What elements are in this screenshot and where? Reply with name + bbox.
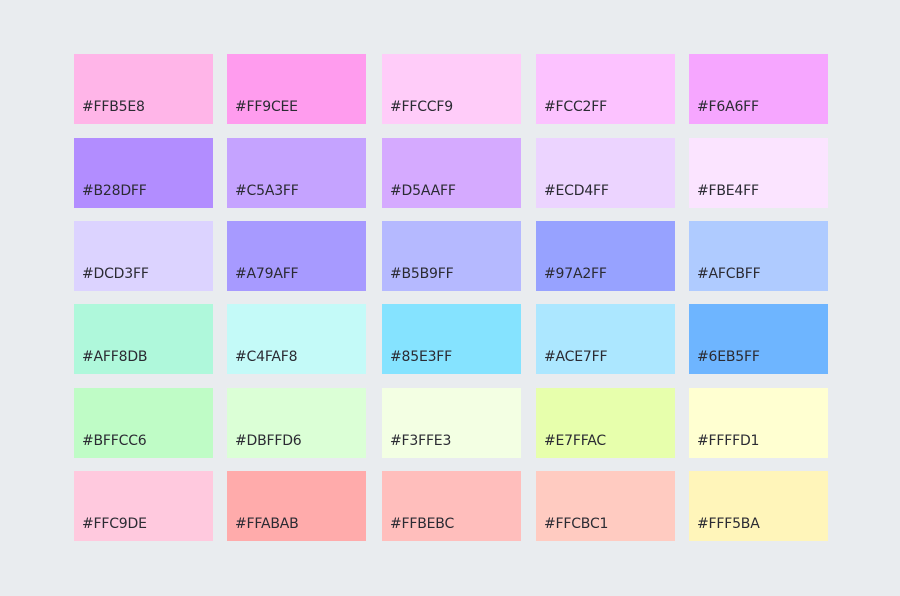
color-swatch: #FFBEBC [382,471,521,541]
hex-label: #FFCCF9 [390,99,453,115]
color-swatch: #6EB5FF [689,304,828,374]
hex-label: #BFFCC6 [82,433,147,449]
hex-label: #F3FFE3 [390,433,452,449]
color-swatch: #DCD3FF [74,221,213,291]
hex-label: #B5B9FF [390,266,454,282]
hex-label: #FFF5BA [697,516,760,532]
hex-label: #FFFFD1 [697,433,760,449]
hex-label: #D5AAFF [390,183,456,199]
hex-label: #97A2FF [544,266,607,282]
hex-label: #B28DFF [82,183,147,199]
color-swatch: #FF9CEE [227,54,366,124]
hex-label: #FBE4FF [697,183,759,199]
hex-label: #AFCBFF [697,266,761,282]
color-swatch: #A79AFF [227,221,366,291]
hex-label: #F6A6FF [697,99,759,115]
color-swatch: #E7FFAC [536,388,675,458]
color-swatch: #FFF5BA [689,471,828,541]
hex-label: #FFC9DE [82,516,147,532]
color-swatch: #FFC9DE [74,471,213,541]
hex-label: #FFCBC1 [544,516,609,532]
hex-label: #FFBEBC [390,516,455,532]
hex-label: #FFABAB [235,516,299,532]
color-swatch: #97A2FF [536,221,675,291]
hex-label: #FFB5E8 [82,99,145,115]
hex-label: #DBFFD6 [235,433,302,449]
hex-label: #AFF8DB [82,349,148,365]
color-swatch: #C4FAF8 [227,304,366,374]
hex-label: #FCC2FF [544,99,607,115]
color-swatch: #FFB5E8 [74,54,213,124]
color-swatch: #FCC2FF [536,54,675,124]
color-swatch: #F3FFE3 [382,388,521,458]
hex-label: #DCD3FF [82,266,149,282]
hex-label: #C5A3FF [235,183,299,199]
color-swatch: #BFFCC6 [74,388,213,458]
color-swatch: #FFCCF9 [382,54,521,124]
color-swatch: #ACE7FF [536,304,675,374]
color-swatch: #DBFFD6 [227,388,366,458]
color-swatch: #F6A6FF [689,54,828,124]
hex-label: #FF9CEE [235,99,298,115]
color-swatch: #B28DFF [74,138,213,208]
color-swatch: #FFFFD1 [689,388,828,458]
color-swatch: #85E3FF [382,304,521,374]
color-swatch: #FFABAB [227,471,366,541]
color-swatch: #FBE4FF [689,138,828,208]
color-swatch: #ECD4FF [536,138,675,208]
hex-label: #ECD4FF [544,183,609,199]
hex-label: #E7FFAC [544,433,607,449]
hex-label: #A79AFF [235,266,299,282]
hex-label: #ACE7FF [544,349,608,365]
color-swatch: #AFF8DB [74,304,213,374]
color-swatch: #D5AAFF [382,138,521,208]
color-swatch: #C5A3FF [227,138,366,208]
color-swatch: #AFCBFF [689,221,828,291]
color-swatch: #FFCBC1 [536,471,675,541]
hex-label: #6EB5FF [697,349,760,365]
color-swatch: #B5B9FF [382,221,521,291]
hex-label: #85E3FF [390,349,453,365]
hex-label: #C4FAF8 [235,349,298,365]
